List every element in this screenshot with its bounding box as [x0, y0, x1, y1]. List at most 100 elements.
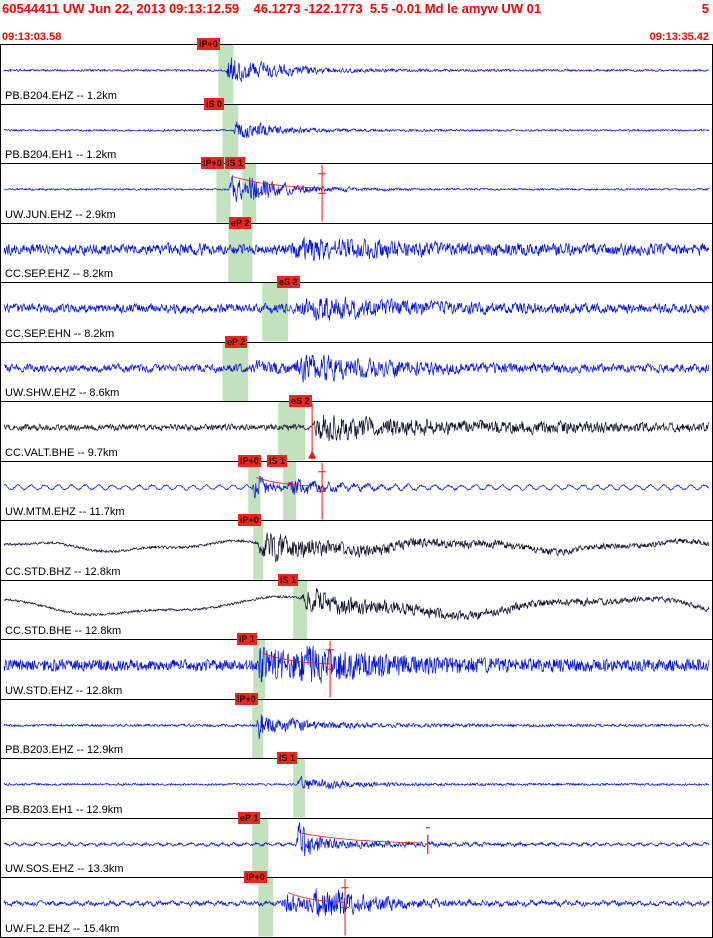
time-window-row: 09:13:03.58 09:13:35.42	[0, 18, 713, 44]
pick-window-band	[252, 818, 269, 878]
window-start-time: 09:13:03.58	[2, 31, 62, 43]
waveform-canvas[interactable]	[1, 580, 712, 640]
trace-panels: iP+0 PB.B204.EHZ -- 1.2km iS 0 PB.B204.EH1 …	[0, 38, 713, 938]
pick-window-band	[252, 699, 264, 759]
trace-label: CC.VALT.BHE -- 9.7km	[5, 446, 118, 459]
trace-panel: eS 2 CC.VALT.BHE -- 9.7km	[1, 395, 712, 461]
waveform-polyline	[3, 587, 710, 620]
event-header-right-value: 5	[701, 1, 709, 16]
trace-panel: iS 1 PB.B203.EH1 -- 12.9km	[1, 752, 712, 818]
trace-label: UW.FL2.EHZ -- 15.4km	[5, 922, 120, 935]
pick-window-band	[293, 580, 308, 640]
pick-triangle-marker	[308, 450, 317, 459]
phase-pick-flag[interactable]: iP+0	[238, 514, 261, 527]
pick-window-band	[253, 521, 264, 580]
event-header: 60544411 UW Jun 22, 2013 09:13:12.59 46.…	[0, 0, 713, 18]
pick-window-band	[218, 45, 234, 104]
waveform-polyline	[3, 888, 710, 918]
coda-decay-curve	[233, 176, 322, 189]
phase-pick-flag[interactable]: iS 1	[277, 752, 298, 765]
waveform-canvas[interactable]	[1, 461, 712, 521]
waveform-canvas[interactable]	[1, 104, 712, 164]
trace-panel: iP+0 PB.B204.EHZ -- 1.2km	[1, 38, 712, 104]
trace-panel: eP 2 CC.SEP.EHZ -- 8.2km	[1, 216, 712, 283]
pick-window-band	[228, 223, 253, 283]
trace-panel: iS 0 PB.B204.EH1 -- 1.2km	[1, 97, 712, 164]
trace-panel: iP+0 iS 1 UW.JUN.EHZ -- 2.9km	[1, 157, 712, 223]
trace-panel: eP 2 UW.SHW.EHZ -- 8.6km	[1, 335, 712, 402]
waveform-canvas[interactable]	[1, 283, 712, 342]
trace-label: PB.B204.EHZ -- 1.2km	[5, 89, 117, 102]
phase-pick-flag[interactable]: eP 2	[225, 335, 248, 348]
phase-pick-flag[interactable]: eS 2	[277, 276, 300, 289]
waveform-canvas[interactable]	[1, 521, 712, 580]
trace-panel: iP+0 CC.STD.BHZ -- 12.8km	[1, 514, 712, 580]
waveform-canvas[interactable]	[1, 818, 712, 878]
phase-pick-flag[interactable]: iS 0	[204, 97, 225, 110]
waveform-canvas[interactable]	[1, 878, 712, 937]
waveform-canvas[interactable]	[1, 164, 712, 223]
phase-pick-flag[interactable]: eS 2	[289, 395, 312, 408]
pick-window-band	[222, 104, 239, 164]
trace-panel: iS 1 CC.STD.BHE -- 12.8km	[1, 573, 712, 640]
pick-window-band	[283, 461, 297, 521]
pick-window-band	[242, 164, 257, 223]
trace-label: UW.SHW.EHZ -- 8.6km	[5, 387, 120, 400]
waveform-polyline	[3, 414, 710, 442]
trace-label: PB.B203.EH1 -- 12.9km	[5, 803, 123, 816]
waveform-polyline	[3, 296, 710, 321]
pick-window-band	[258, 878, 274, 937]
waveform-canvas[interactable]	[1, 45, 712, 104]
trace-panel: iP 1 UW.STD.EHZ -- 12.8km	[1, 633, 712, 699]
waveform-canvas[interactable]	[1, 699, 712, 759]
phase-pick-flag[interactable]: iS 1	[225, 157, 246, 170]
waveform-polyline	[3, 175, 710, 203]
phase-pick-flag[interactable]: iP 1	[237, 633, 257, 646]
coda-decay-curve	[299, 832, 423, 844]
trace-label: UW.MTM.EHZ -- 11.7km	[5, 506, 125, 519]
trace-panel: eS 2 CC.SEP.EHN -- 8.2km	[1, 276, 712, 342]
trace-label: CC.SEP.EHZ -- 8.2km	[5, 268, 113, 281]
phase-pick-flag[interactable]: iP+0	[197, 38, 220, 50]
trace-label: CC.SEP.EHN -- 8.2km	[5, 327, 115, 340]
phase-pick-flag[interactable]: eP 2	[229, 216, 252, 229]
waveform-polyline	[3, 57, 710, 83]
coda-decay-curve	[256, 476, 321, 487]
waveform-polyline	[3, 475, 710, 499]
trace-panel: iP+0 iS 1 UW.MTM.EHZ -- 11.7km	[1, 454, 712, 521]
window-end-time: 09:13:35.42	[649, 31, 709, 43]
waveform-polyline	[3, 714, 710, 739]
waveform-polyline	[3, 822, 710, 857]
trace-label: UW.JUN.EHZ -- 2.9km	[5, 208, 116, 221]
trace-panel: iP+0 PB.B203.EHZ -- 12.9km	[1, 692, 712, 759]
waveform-polyline	[3, 532, 710, 564]
trace-label: CC.STD.BHZ -- 12.8km	[5, 565, 121, 578]
coda-decay-curve	[288, 892, 345, 904]
pick-window-band	[278, 402, 306, 461]
phase-pick-flag[interactable]: iP+0	[238, 454, 261, 467]
phase-pick-flag[interactable]: iP+0	[244, 871, 267, 884]
waveform-polyline	[3, 645, 710, 684]
pick-window-band	[222, 342, 249, 402]
coda-decay-curve	[262, 652, 331, 665]
waveform-canvas[interactable]	[1, 223, 712, 283]
phase-pick-flag[interactable]: iP+0	[201, 157, 224, 170]
waveform-canvas[interactable]	[1, 640, 712, 699]
waveform-polyline	[3, 120, 710, 138]
pick-window-band	[216, 164, 231, 223]
phase-pick-flag[interactable]: iS 1	[278, 573, 299, 586]
phase-pick-flag[interactable]: iP+0	[235, 692, 258, 705]
phase-pick-flag[interactable]: iS 1	[267, 454, 288, 467]
trace-label: PB.B204.EH1 -- 1.2km	[5, 149, 117, 162]
pick-window-band	[262, 283, 289, 342]
waveform-canvas[interactable]	[1, 402, 712, 461]
waveform-canvas[interactable]	[1, 342, 712, 402]
waveform-canvas[interactable]	[1, 759, 712, 818]
trace-panel: eP 1 UW.SOS.EHZ -- 13.3km	[1, 811, 712, 878]
waveform-polyline	[3, 236, 710, 261]
phase-pick-flag[interactable]: eP 1	[238, 811, 261, 824]
trace-label: PB.B203.EHZ -- 12.9km	[5, 744, 123, 757]
trace-label: UW.SOS.EHZ -- 13.3km	[5, 863, 124, 876]
event-summary-text: 60544411 UW Jun 22, 2013 09:13:12.59 46.…	[2, 1, 542, 16]
